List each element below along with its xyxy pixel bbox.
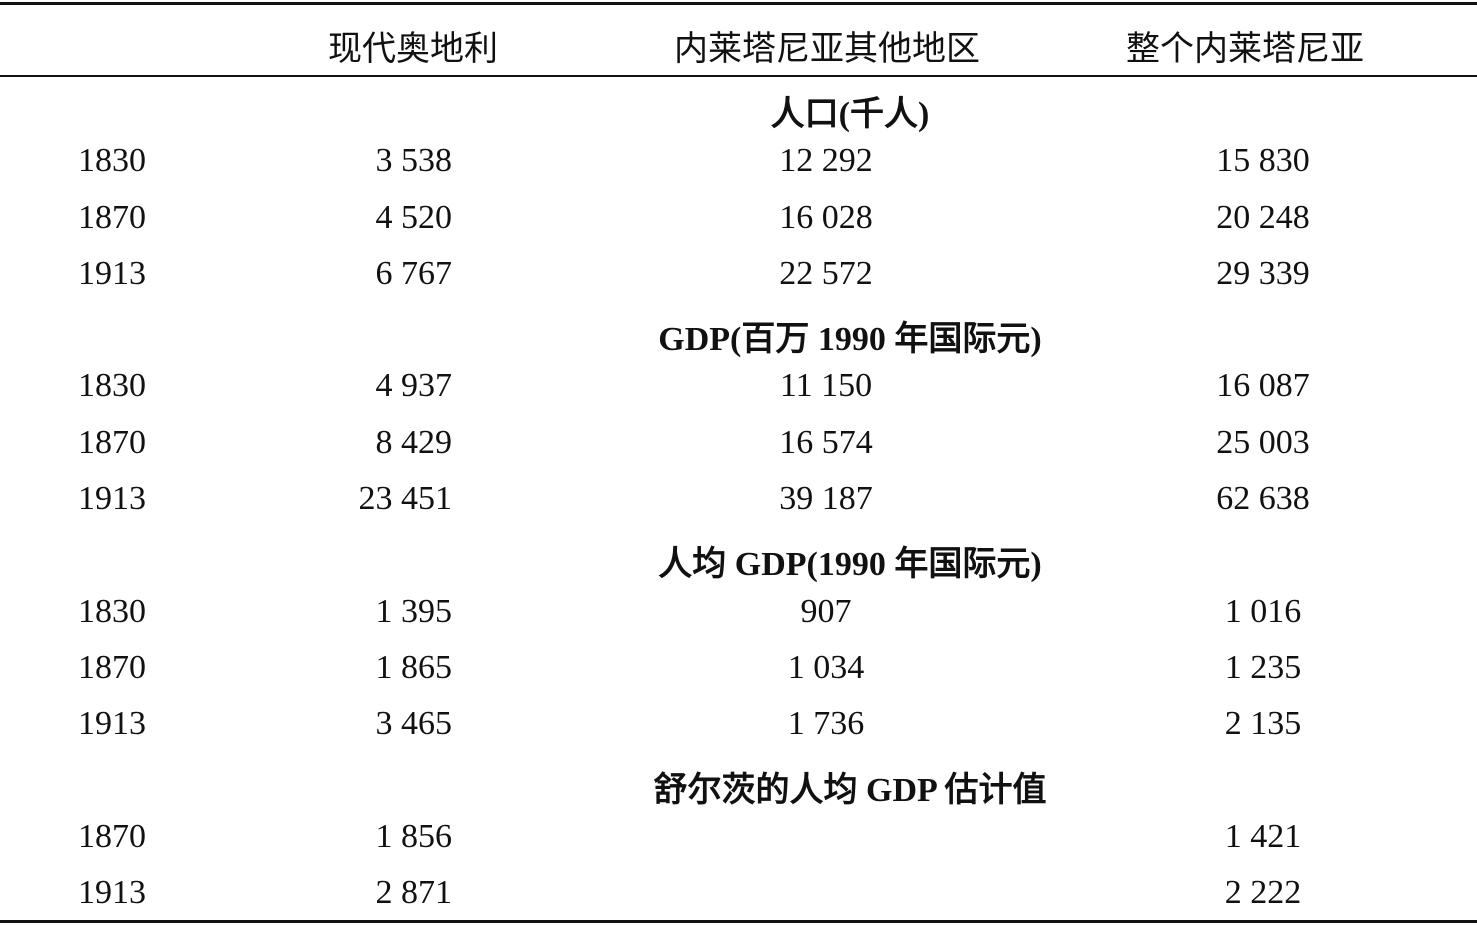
modern-austria-cell: 1 856 [375, 817, 453, 855]
modern-austria-cell: 1 395 [375, 592, 453, 630]
total-cisleithania-cell: 2 135 [1224, 705, 1302, 743]
year-cell: 1830 [78, 367, 146, 405]
header-total-cisleithania: 整个内莱塔尼亚 [1126, 31, 1364, 68]
total-cisleithania-cell: 1 421 [1224, 817, 1302, 855]
section-heading-row: 人口(千人) [0, 77, 1477, 133]
total-cisleithania-cell: 1 235 [1224, 648, 1302, 686]
top-rule [0, 2, 1477, 5]
total-cisleithania-cell: 62 638 [1216, 480, 1310, 518]
year-cell: 1870 [78, 423, 146, 461]
other-cisleithania-cell: 22 572 [779, 254, 873, 292]
total-cisleithania-cell: 1 016 [1224, 592, 1302, 630]
other-cisleithania-cell: 907 [800, 592, 852, 630]
year-cell: 1830 [78, 142, 146, 180]
other-cisleithania-cell: 16 574 [779, 423, 873, 461]
total-cisleithania-cell: 20 248 [1216, 198, 1310, 236]
header-modern-austria: 现代奥地利 [328, 31, 498, 68]
table-row: 1870 1 856 1 421 [0, 809, 1477, 865]
modern-austria-cell: 23 451 [358, 480, 453, 518]
section-heading-row: GDP(百万 1990 年国际元) [0, 302, 1477, 358]
modern-austria-cell: 6 767 [375, 254, 453, 292]
table-row: 1870 1 865 1 034 1 235 [0, 640, 1477, 696]
section-title: 人口(千人) [770, 96, 930, 133]
modern-austria-cell: 4 937 [375, 367, 453, 405]
header-rule [0, 75, 1477, 77]
section-title: 舒尔茨的人均 GDP 估计值 [653, 771, 1047, 809]
table-row: 1913 6 767 22 572 29 339 [0, 246, 1477, 302]
section-title: 人均 GDP(1990 年国际元) [658, 546, 1042, 584]
total-cisleithania-cell: 15 830 [1216, 142, 1310, 180]
modern-austria-cell: 3 465 [375, 705, 453, 743]
table-header: 现代奥地利 内莱塔尼亚其他地区 整个内莱塔尼亚 [0, 5, 1477, 75]
year-cell: 1913 [78, 874, 146, 912]
other-cisleithania-cell: 16 028 [779, 198, 873, 236]
other-cisleithania-cell: 12 292 [779, 142, 873, 180]
year-cell: 1870 [78, 198, 146, 236]
modern-austria-cell: 1 865 [375, 648, 453, 686]
modern-austria-cell: 8 429 [375, 423, 453, 461]
year-cell: 1870 [78, 817, 146, 855]
table-row: 1913 23 451 39 187 62 638 [0, 471, 1477, 527]
table-row: 1830 1 395 907 1 016 [0, 584, 1477, 640]
other-cisleithania-cell: 1 736 [787, 705, 865, 743]
year-cell: 1870 [78, 648, 146, 686]
table-row: 1830 3 538 12 292 15 830 [0, 133, 1477, 189]
total-cisleithania-cell: 16 087 [1216, 367, 1310, 405]
total-cisleithania-cell: 2 222 [1224, 874, 1302, 912]
section-heading-row: 舒尔茨的人均 GDP 估计值 [0, 753, 1477, 809]
modern-austria-cell: 4 520 [375, 198, 453, 236]
other-cisleithania-cell: 39 187 [779, 480, 873, 518]
section-title: GDP(百万 1990 年国际元) [658, 321, 1042, 359]
year-cell: 1913 [78, 480, 146, 518]
table-row: 1830 4 937 11 150 16 087 [0, 358, 1477, 414]
other-cisleithania-cell: 11 150 [779, 367, 873, 405]
total-cisleithania-cell: 25 003 [1216, 423, 1310, 461]
header-other-cisleithania: 内莱塔尼亚其他地区 [674, 31, 980, 68]
table-row: 1913 3 465 1 736 2 135 [0, 696, 1477, 752]
table-row: 1870 8 429 16 574 25 003 [0, 415, 1477, 471]
table-row: 1870 4 520 16 028 20 248 [0, 190, 1477, 246]
year-cell: 1913 [78, 254, 146, 292]
other-cisleithania-cell: 1 034 [787, 648, 865, 686]
table-row: 1913 2 871 2 222 [0, 865, 1477, 921]
section-heading-row: 人均 GDP(1990 年国际元) [0, 527, 1477, 583]
total-cisleithania-cell: 29 339 [1216, 254, 1310, 292]
year-cell: 1913 [78, 705, 146, 743]
table-body: 人口(千人) 1830 3 538 12 292 15 830 1870 4 520… [0, 77, 1477, 921]
modern-austria-cell: 3 538 [375, 142, 453, 180]
modern-austria-cell: 2 871 [375, 874, 453, 912]
bottom-rule [0, 920, 1477, 923]
year-cell: 1830 [78, 592, 146, 630]
